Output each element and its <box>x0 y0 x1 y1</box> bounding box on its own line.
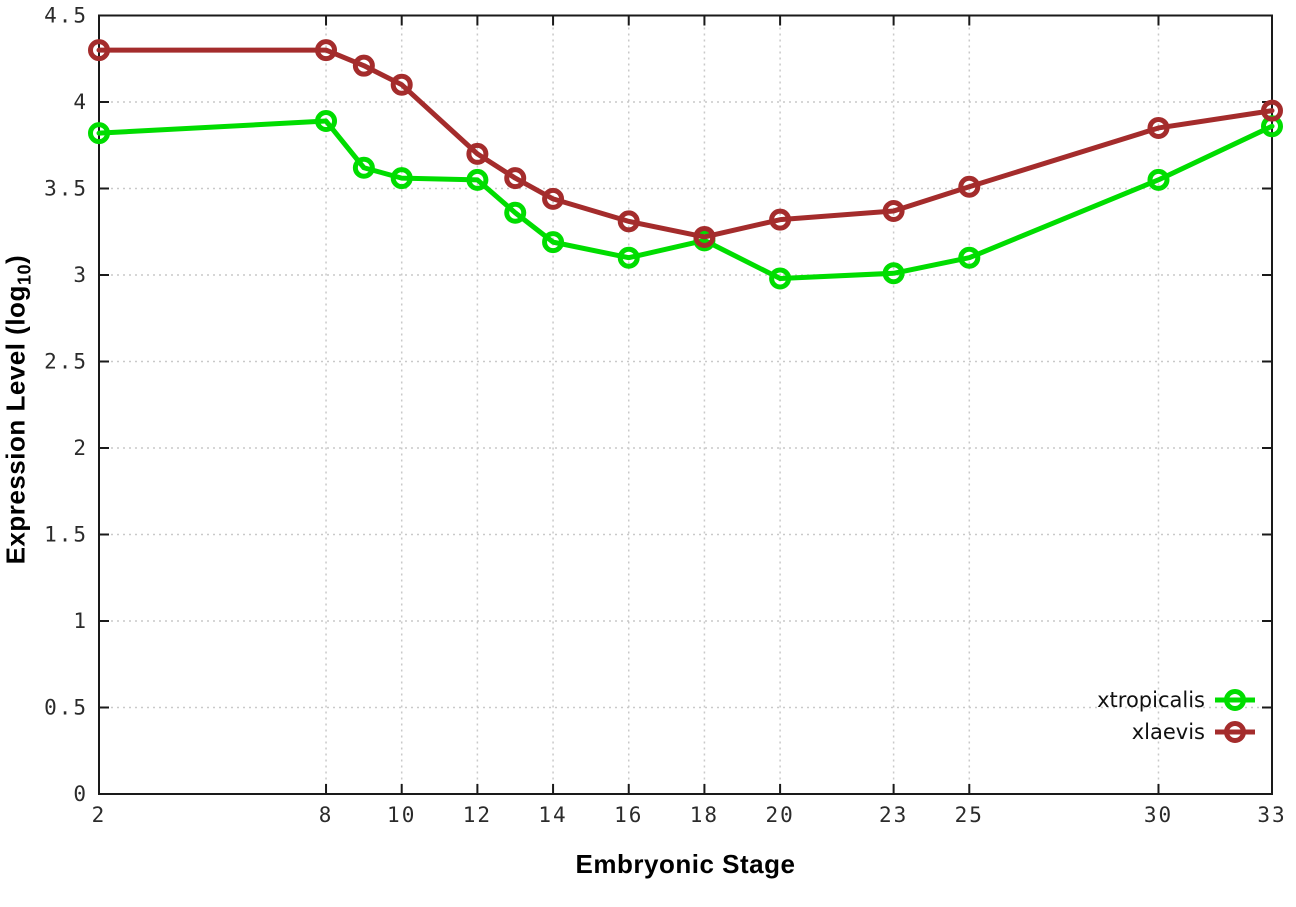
x-tick-label: 18 <box>690 803 719 827</box>
series-line-xtropicalis <box>96 118 1275 281</box>
legend-item-xlaevis: xlaevis <box>1097 716 1256 748</box>
y-tick-label: 0.5 <box>44 696 88 720</box>
data-point-xlaevis <box>504 167 527 190</box>
data-point-xtropicalis <box>542 231 565 254</box>
legend-label-xlaevis: xlaevis <box>1131 720 1205 744</box>
data-point-xlaevis <box>390 73 413 96</box>
y-tick-label: 1 <box>73 609 88 633</box>
y-tick-label: 3 <box>73 263 88 287</box>
y-tick-label: 2 <box>73 436 88 460</box>
data-point-xlaevis <box>617 210 640 233</box>
legend-item-xtropicalis: xtropicalis <box>1097 684 1256 716</box>
y-axis-title-suffix: ) <box>0 254 31 264</box>
data-point-xtropicalis <box>617 246 640 269</box>
x-axis-title: Embryonic Stage <box>575 849 796 879</box>
series-line-xlaevis <box>96 47 1275 240</box>
data-point-xlaevis <box>466 142 489 165</box>
x-tick-label: 14 <box>538 803 567 827</box>
data-point-xtropicalis <box>769 267 792 290</box>
x-tick-label: 2 <box>92 803 107 827</box>
data-point-xtropicalis <box>352 156 375 179</box>
line-point-sample-icon <box>1215 689 1255 711</box>
x-tick-label: 33 <box>1257 803 1286 827</box>
legend-label-xtropicalis: xtropicalis <box>1097 688 1205 712</box>
data-point-xlaevis <box>1147 116 1170 139</box>
data-point-xtropicalis <box>315 110 338 133</box>
data-point-xtropicalis <box>390 167 413 190</box>
data-point-xtropicalis <box>1147 168 1170 191</box>
data-point-xlaevis <box>88 39 110 62</box>
x-tick-label: 10 <box>387 803 416 827</box>
y-tick-label: 1.5 <box>44 523 88 547</box>
data-point-xtropicalis <box>882 262 905 285</box>
data-point-xlaevis <box>882 199 905 222</box>
y-tick-label: 4.5 <box>44 4 88 28</box>
data-point-xlaevis <box>1261 99 1283 122</box>
y-axis-title-text: Expression Level (log <box>0 285 31 565</box>
data-point-xlaevis <box>769 208 792 231</box>
x-tick-label: 30 <box>1144 803 1173 827</box>
x-tick-label: 20 <box>765 803 794 827</box>
data-point-xlaevis <box>352 54 375 77</box>
data-point-xlaevis <box>542 187 565 210</box>
data-point-xtropicalis <box>466 168 489 191</box>
x-tick-label: 12 <box>463 803 492 827</box>
data-point-xtropicalis <box>958 246 981 269</box>
y-axis-title-subscript: 10 <box>14 263 35 286</box>
line-point-sample-icon <box>1215 721 1255 743</box>
data-point-xlaevis <box>315 39 338 62</box>
x-tick-label: 23 <box>879 803 908 827</box>
x-tick-label: 16 <box>614 803 643 827</box>
x-tick-label: 8 <box>319 803 334 827</box>
x-tick-label: 25 <box>955 803 984 827</box>
y-tick-label: 2.5 <box>44 350 88 374</box>
data-point-xtropicalis <box>88 122 110 145</box>
y-tick-label: 0 <box>73 782 88 806</box>
legend: xtropicalis xlaevis <box>1097 684 1256 748</box>
y-tick-label: 4 <box>73 90 88 114</box>
data-point-xlaevis <box>693 225 716 248</box>
data-point-xtropicalis <box>504 201 527 224</box>
y-axis-title: Expression Level (log10) <box>0 240 35 580</box>
y-tick-label: 3.5 <box>44 177 88 201</box>
data-point-xlaevis <box>958 175 981 198</box>
